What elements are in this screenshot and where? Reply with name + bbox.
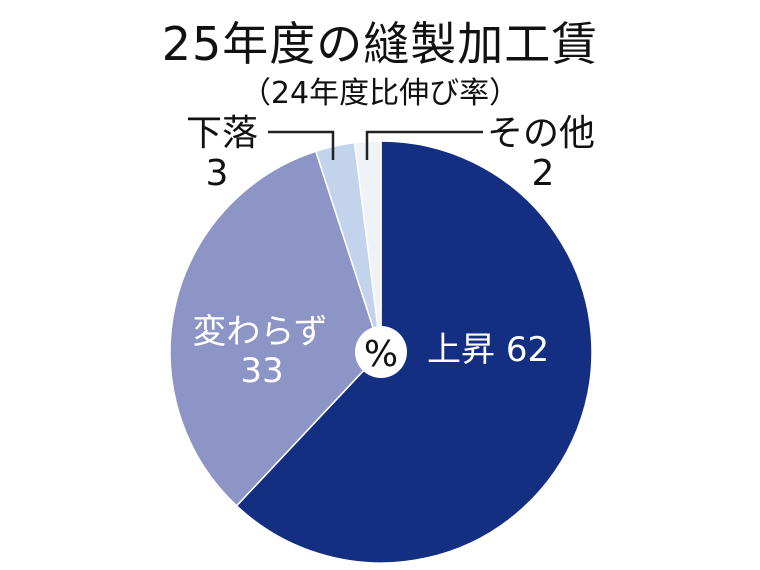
slice-label-other: その他 xyxy=(487,113,595,154)
slice-value-down: 3 xyxy=(206,153,229,194)
slice-same xyxy=(169,150,382,507)
slice-label-down: 下落 xyxy=(186,113,258,154)
center-badge xyxy=(355,326,407,378)
chart-subtitle: （24年度比伸び率） xyxy=(240,76,520,111)
slice-label-same: 変わらず xyxy=(192,312,327,352)
slice-label-up: 上昇 62 xyxy=(427,330,549,370)
leader-line-other xyxy=(365,130,483,160)
slice-value-same: 33 xyxy=(240,351,283,391)
unit-label: % xyxy=(364,334,398,375)
slice-value-other: 2 xyxy=(532,153,555,194)
chart-title: 25年度の縫製加工賃 xyxy=(161,17,599,71)
slice-up xyxy=(235,140,593,564)
leader-line-down xyxy=(268,130,335,160)
